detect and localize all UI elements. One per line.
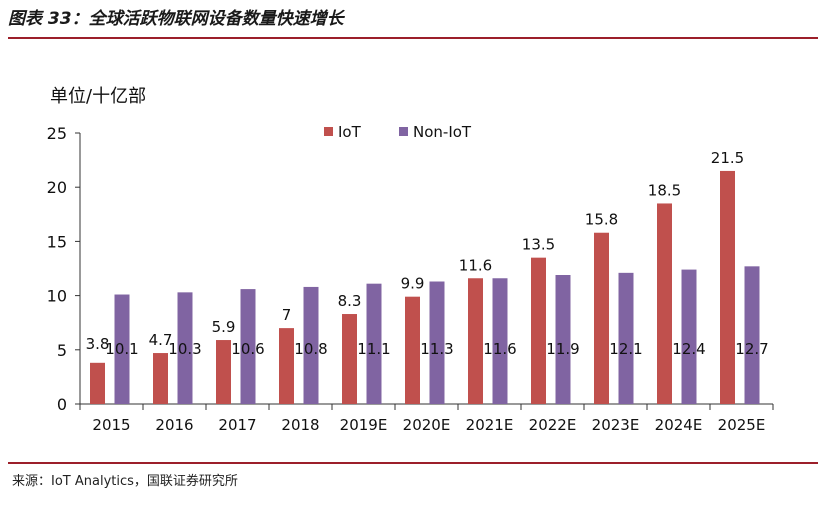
- iot-data-label: 3.8: [86, 335, 110, 353]
- title-rule: [8, 37, 818, 39]
- non-iot-bar: [177, 292, 193, 404]
- iot-data-label: 7: [282, 306, 292, 324]
- non-iot-bar: [240, 289, 256, 404]
- y-tick-label: 0: [57, 395, 67, 414]
- iot-bar: [720, 170, 735, 404]
- iot-bar: [279, 328, 294, 404]
- x-tick-label: 2018: [281, 416, 319, 434]
- iot-bar: [90, 362, 105, 404]
- iot-bar: [594, 232, 609, 404]
- x-tick-label: 2019E: [340, 416, 388, 434]
- iot-data-label: 15.8: [585, 211, 618, 229]
- x-tick-label: 2022E: [529, 416, 577, 434]
- non-iot-bar: [555, 275, 571, 404]
- y-tick-label: 20: [47, 178, 67, 197]
- iot-bar: [657, 203, 672, 404]
- x-tick-label: 2017: [218, 416, 256, 434]
- non-iot-data-label: 12.7: [735, 340, 768, 358]
- non-iot-data-label: 10.6: [231, 340, 264, 358]
- y-tick-label: 10: [47, 287, 67, 306]
- iot-data-label: 21.5: [711, 149, 744, 167]
- source-note: 来源：IoT Analytics，国联证券研究所: [12, 474, 238, 489]
- x-tick-label: 2025E: [718, 416, 766, 434]
- iot-data-label: 4.7: [149, 331, 173, 349]
- x-tick-label: 2023E: [592, 416, 640, 434]
- y-tick-label: 15: [47, 232, 67, 251]
- iot-data-label: 13.5: [522, 236, 555, 254]
- y-tick-label: 25: [47, 124, 67, 143]
- y-tick-label: 5: [57, 341, 67, 360]
- iot-bar: [153, 353, 168, 404]
- iot-bar: [468, 278, 483, 404]
- iot-data-label: 11.6: [459, 256, 492, 274]
- unit-label: 单位/十亿部: [50, 86, 146, 107]
- x-tick-label: 2024E: [655, 416, 703, 434]
- non-iot-data-label: 11.6: [483, 340, 516, 358]
- non-iot-data-label: 11.3: [420, 340, 453, 358]
- non-iot-data-label: 11.9: [546, 340, 579, 358]
- non-iot-data-label: 10.1: [105, 340, 138, 358]
- non-iot-bar: [681, 269, 697, 404]
- iot-data-label: 5.9: [212, 318, 236, 336]
- non-iot-bar: [618, 272, 634, 404]
- iot-data-label: 9.9: [401, 275, 425, 293]
- legend-label-iot: IoT: [338, 123, 362, 141]
- non-iot-data-label: 10.3: [168, 340, 201, 358]
- non-iot-data-label: 11.1: [357, 340, 390, 358]
- x-tick-label: 2015: [92, 416, 130, 434]
- non-iot-bar: [492, 278, 508, 404]
- figure-title: 图表 33：全球活跃物联网设备数量快速增长: [8, 9, 344, 29]
- legend-label-non-iot: Non-IoT: [413, 123, 472, 141]
- iot-bar: [216, 340, 231, 404]
- non-iot-data-label: 12.4: [672, 340, 705, 358]
- iot-bar: [405, 296, 420, 404]
- legend-swatch-iot: [324, 127, 333, 136]
- iot-bar: [531, 257, 546, 404]
- iot-data-label: 18.5: [648, 181, 681, 199]
- x-tick-label: 2016: [155, 416, 193, 434]
- non-iot-data-label: 10.8: [294, 340, 327, 358]
- bar-chart: 单位/十亿部 0 5 10 15 20 25 2015 3.810.1 2016 4.710.3 20…: [47, 86, 774, 434]
- non-iot-bar: [303, 286, 319, 404]
- non-iot-data-label: 12.1: [609, 340, 642, 358]
- non-iot-bar: [366, 283, 382, 404]
- source-rule: [8, 462, 818, 464]
- non-iot-bar: [114, 294, 130, 404]
- iot-bar: [342, 314, 357, 404]
- x-tick-label: 2021E: [466, 416, 514, 434]
- non-iot-bar: [744, 266, 760, 404]
- legend-swatch-non-iot: [399, 127, 408, 136]
- iot-data-label: 8.3: [338, 292, 362, 310]
- non-iot-bar: [429, 281, 445, 404]
- x-tick-label: 2020E: [403, 416, 451, 434]
